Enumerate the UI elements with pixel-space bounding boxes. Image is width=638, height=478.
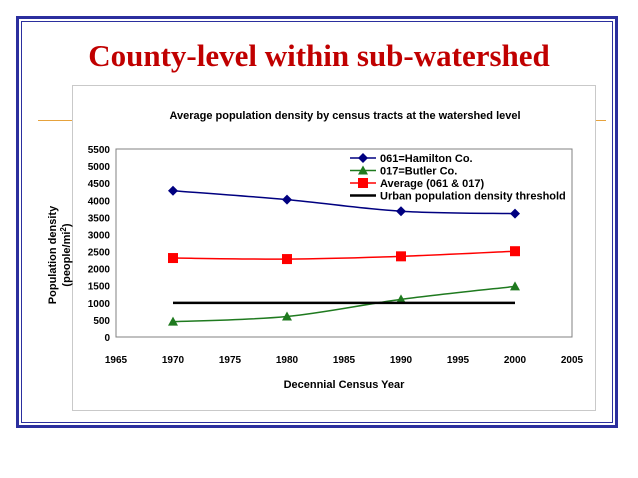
data-point — [168, 253, 178, 264]
data-point — [396, 206, 406, 217]
data-point — [510, 246, 520, 257]
y-axis-ticks: 0 500 1000 1500 2000 2500 3000 3500 4000 4500 5000… — [88, 145, 111, 344]
data-point — [510, 208, 520, 219]
x-tick-label: 1985 — [333, 355, 356, 366]
series-1 — [168, 185, 520, 219]
legend: 061=Hamilton Co.017=Butler Co.Average (0… — [350, 153, 566, 203]
y-axis-label-group: Population density (people/mi2) — [47, 205, 73, 304]
x-tick-label: 1970 — [162, 355, 185, 366]
legend-item: Urban population density threshold — [350, 191, 566, 203]
y-tick-label: 2000 — [88, 265, 111, 276]
y-axis-unit-close: ) — [61, 223, 73, 227]
data-point — [396, 251, 406, 262]
x-tick-label: 1965 — [105, 355, 128, 366]
legend-label: 017=Butler Co. — [380, 166, 457, 178]
data-point — [282, 194, 292, 205]
y-tick-label: 4500 — [88, 179, 111, 190]
legend-label: Average (061 & 017) — [380, 178, 484, 190]
x-axis-ticks: 1965 1970 1975 1980 1985 1990 1995 2000 2005 — [105, 355, 584, 366]
y-axis-unit: (people/mi — [61, 232, 73, 287]
legend-swatch-marker — [358, 165, 368, 175]
legend-item: 017=Butler Co. — [350, 165, 457, 178]
data-point — [510, 281, 520, 291]
y-tick-label: 4000 — [88, 196, 111, 207]
y-tick-label: 0 — [104, 333, 110, 344]
slide-frame-inner — [21, 21, 613, 423]
legend-label: 061=Hamilton Co. — [380, 153, 473, 165]
x-tick-label: 1980 — [276, 355, 299, 366]
chart-title: Average population density by census tra… — [169, 110, 521, 122]
plot-area — [115, 148, 573, 338]
y-tick-label: 5500 — [88, 145, 111, 156]
x-tick-label: 1995 — [447, 355, 470, 366]
legend-item: Average (061 & 017) — [350, 178, 484, 190]
x-tick-label: 1975 — [219, 355, 242, 366]
y-axis-label-line1: Population density — [47, 205, 59, 304]
data-point — [396, 294, 406, 304]
y-tick-label: 5000 — [88, 162, 111, 173]
x-tick-label: 1990 — [390, 355, 413, 366]
series-line — [172, 250, 516, 260]
y-tick-label: 1500 — [88, 282, 111, 293]
y-tick-label: 1000 — [88, 299, 111, 310]
y-tick-label: 500 — [93, 316, 110, 327]
series-3 — [168, 246, 520, 265]
y-tick-label: 2500 — [88, 248, 111, 259]
y-tick-label: 3500 — [88, 213, 111, 224]
data-point — [282, 254, 292, 265]
x-tick-label: 2005 — [561, 355, 584, 366]
series-line — [172, 189, 516, 215]
data-point — [168, 316, 178, 326]
y-axis-label-line2: (people/mi2) — [59, 223, 73, 286]
slide-frame-outer — [16, 16, 618, 428]
legend-swatch-marker — [358, 153, 368, 163]
legend-item: 061=Hamilton Co. — [350, 153, 473, 165]
y-axis-unit-superscript: 2 — [59, 227, 68, 232]
series-2 — [168, 281, 520, 326]
x-tick-label: 2000 — [504, 355, 527, 366]
series-layer — [168, 185, 520, 326]
x-axis-label: Decennial Census Year — [284, 379, 406, 391]
accent-rule-left — [38, 120, 72, 121]
legend-swatch-marker — [358, 178, 368, 188]
series-line — [172, 285, 516, 323]
data-point — [282, 311, 292, 321]
legend-label: Urban population density threshold — [380, 191, 566, 203]
data-point — [168, 185, 178, 196]
y-tick-label: 3000 — [88, 230, 111, 241]
slide-title: County-level within sub-watershed — [88, 38, 550, 73]
